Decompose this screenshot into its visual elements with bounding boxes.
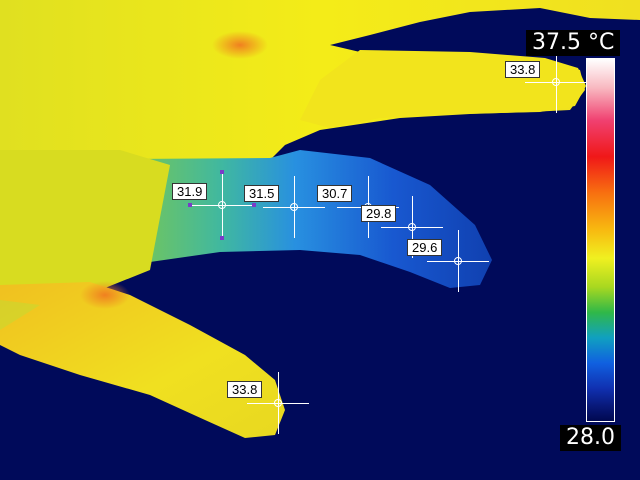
selection-handle[interactable] bbox=[188, 203, 192, 207]
crosshair-center bbox=[552, 78, 560, 86]
color-scale-bar bbox=[586, 58, 615, 422]
selection-handle[interactable] bbox=[252, 203, 256, 207]
crosshair-center bbox=[218, 201, 226, 209]
scale-min-label: 28.0 bbox=[560, 425, 621, 451]
palm-left-region bbox=[0, 150, 170, 300]
spot-label-6: 33.8 bbox=[505, 61, 541, 78]
wrist-edge bbox=[0, 300, 40, 330]
selection-handle[interactable] bbox=[220, 170, 224, 174]
spot-label-2: 31.5 bbox=[244, 185, 280, 202]
crosshair-center bbox=[454, 257, 462, 265]
crosshair-center bbox=[408, 223, 416, 231]
spot-label-4: 29.8 bbox=[361, 205, 397, 222]
spot-label-7: 33.8 bbox=[227, 381, 263, 398]
spot-label-3: 30.7 bbox=[317, 185, 353, 202]
hotspot-top bbox=[212, 31, 268, 59]
crosshair-center bbox=[274, 399, 282, 407]
spot-label-5: 29.6 bbox=[407, 239, 443, 256]
hand-lower-region bbox=[0, 282, 285, 438]
scale-max-label: 37.5 °C bbox=[526, 30, 621, 56]
spot-label-1: 31.9 bbox=[172, 183, 208, 200]
crosshair-center bbox=[290, 203, 298, 211]
selection-handle[interactable] bbox=[220, 236, 224, 240]
hotspot-bottom bbox=[80, 281, 130, 309]
